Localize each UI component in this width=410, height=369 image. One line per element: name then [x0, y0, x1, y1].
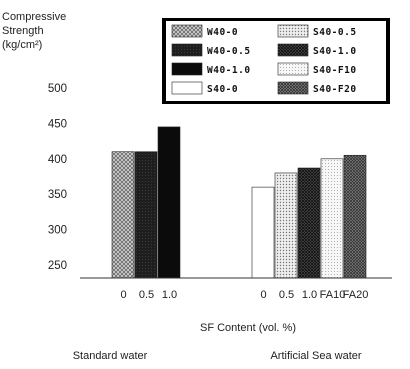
group-label-standard-water: Standard water	[73, 350, 148, 362]
bar-W40-0.5	[134, 151, 158, 279]
bar-W40-1.0	[157, 126, 181, 279]
bar-S40-F20	[343, 154, 367, 279]
legend-swatch-S40-F10	[277, 62, 309, 76]
bars-group	[111, 126, 367, 279]
legend-label-S40-F10: S40-F10	[313, 65, 357, 76]
y-tick-label-250: 250	[48, 260, 67, 272]
legend-swatch-W40-0	[171, 24, 203, 38]
x-tick-label-W40-0.5: 0.5	[139, 289, 154, 301]
y-axis-ticks: 250 300 350 400 450 500	[48, 83, 67, 272]
bar-S40-0	[251, 186, 275, 279]
legend-items: W40-0 S40-0.5 W40-0.5 S40-1.0 W40-1.0 S40-F10…	[171, 24, 357, 95]
legend-label-W40-0.5: W40-0.5	[207, 46, 251, 57]
bar-S40-1.0	[297, 167, 321, 279]
legend-label-S40-1.0: S40-1.0	[313, 46, 357, 57]
bar-S40-0.5	[274, 172, 298, 279]
y-axis-label-line-3: (kg/cm²)	[2, 39, 42, 51]
legend-swatch-W40-1.0	[171, 62, 203, 76]
y-axis-label-line-1: Compressive	[2, 11, 66, 23]
legend-label-S40-F20: S40-F20	[313, 84, 357, 95]
y-tick-label-400: 400	[48, 154, 67, 166]
bar-W40-0	[111, 151, 135, 279]
y-tick-label-500: 500	[48, 83, 67, 95]
legend-inner	[166, 21, 386, 101]
legend-swatch-W40-0.5	[171, 43, 203, 57]
x-tick-label-S40-1.0: 1.0	[302, 289, 317, 301]
x-tick-label-S40-0: 0	[260, 289, 266, 301]
legend-swatch-S40-0	[171, 81, 203, 95]
x-axis-label: SF Content (vol. %)	[200, 322, 296, 334]
legend-label-W40-1.0: W40-1.0	[207, 65, 251, 76]
legend-label-S40-0.5: S40-0.5	[313, 27, 357, 38]
y-tick-label-350: 350	[48, 189, 67, 201]
x-tick-label-S40-F20: FA20	[343, 289, 369, 301]
x-tick-label-S40-0.5: 0.5	[279, 289, 294, 301]
x-tick-label-S40-F10: FA10	[320, 289, 346, 301]
bar-S40-F10	[320, 158, 344, 279]
legend-swatch-S40-0.5	[277, 24, 309, 38]
y-tick-label-450: 450	[48, 118, 67, 130]
y-axis-label: Compressive Strength (kg/cm²)	[2, 11, 66, 51]
x-tick-label-W40-1.0: 1.0	[162, 289, 177, 301]
x-tick-label-W40-0: 0	[120, 289, 126, 301]
legend-swatch-S40-F20	[277, 81, 309, 95]
legend: W40-0 S40-0.5 W40-0.5 S40-1.0 W40-1.0 S40-F10…	[162, 18, 390, 104]
y-tick-label-300: 300	[48, 225, 67, 237]
legend-label-W40-0: W40-0	[207, 27, 238, 38]
group-label-artificial-sea-water: Artificial Sea water	[270, 350, 361, 362]
y-axis-label-line-2: Strength	[2, 25, 44, 37]
legend-label-S40-0: S40-0	[207, 84, 238, 95]
legend-swatch-S40-1.0	[277, 43, 309, 57]
